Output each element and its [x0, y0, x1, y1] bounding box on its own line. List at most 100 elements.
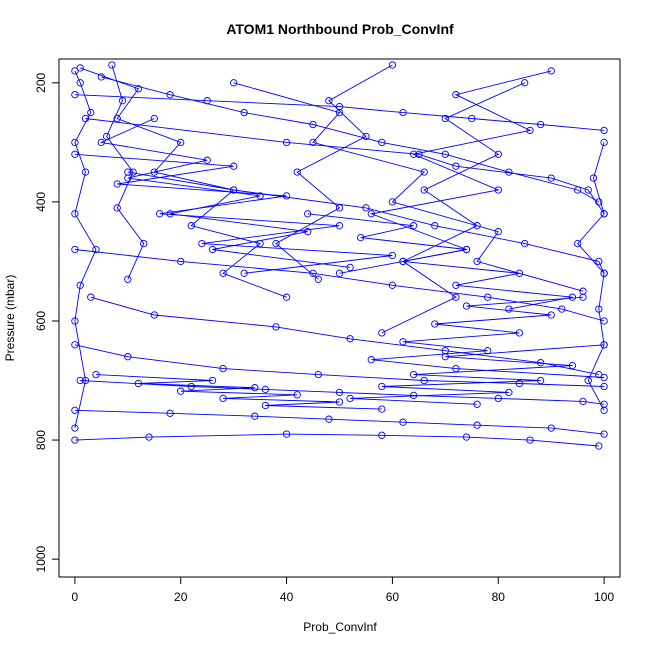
- data-point: [547, 424, 555, 432]
- data-point: [187, 222, 195, 230]
- data-point: [409, 370, 418, 379]
- y-tick-label: 800: [34, 430, 48, 450]
- series-line-4: [74, 94, 605, 131]
- data-point: [547, 311, 555, 319]
- series-line-10: [80, 380, 605, 405]
- data-point: [388, 198, 397, 206]
- data-point: [600, 269, 608, 277]
- y-tick-label: 1000: [34, 545, 48, 572]
- data-point: [452, 91, 460, 99]
- data-point: [177, 138, 185, 147]
- data-point: [494, 186, 502, 194]
- data-point: [574, 186, 582, 194]
- x-tick-label: 100: [594, 590, 614, 604]
- x-tick-label: 20: [174, 590, 188, 604]
- data-point: [415, 150, 423, 158]
- data-point: [140, 239, 148, 248]
- data-point: [595, 257, 603, 266]
- series-line-23: [99, 118, 351, 268]
- data-point: [155, 210, 164, 218]
- data-point: [113, 204, 121, 212]
- x-tick-label: 40: [280, 590, 294, 604]
- data-point: [325, 97, 333, 105]
- series-line-8: [90, 296, 599, 376]
- data-point: [462, 302, 471, 310]
- data-point: [409, 391, 418, 400]
- series-line-21: [95, 374, 382, 410]
- series-line-6: [127, 171, 605, 274]
- data-point: [81, 376, 90, 385]
- plot-frame: [58, 58, 621, 578]
- data-point: [441, 353, 449, 361]
- data-point: [293, 391, 301, 399]
- data-point: [71, 138, 79, 147]
- series-line-15: [275, 64, 393, 280]
- data-point: [71, 424, 79, 432]
- data-point: [87, 293, 95, 301]
- data-point: [515, 269, 524, 277]
- data-point: [124, 275, 132, 283]
- data-point: [346, 263, 354, 272]
- series-line-12: [74, 433, 599, 447]
- data-point: [177, 257, 185, 266]
- data-point: [505, 168, 513, 176]
- data-point: [378, 329, 386, 337]
- data-point: [134, 379, 143, 388]
- data-point: [600, 382, 608, 391]
- data-point: [494, 150, 502, 158]
- data-point: [76, 79, 84, 87]
- data-point: [547, 67, 555, 75]
- data-point: [568, 361, 577, 370]
- data-point: [452, 162, 460, 170]
- x-axis-label: Prob_ConvInf: [303, 620, 377, 634]
- data-point: [399, 108, 407, 117]
- data-point: [468, 114, 476, 123]
- data-point: [118, 97, 127, 105]
- data-point: [230, 79, 238, 87]
- data-point: [600, 138, 608, 147]
- data-point: [515, 379, 524, 388]
- data-point: [129, 168, 137, 176]
- data-point: [208, 245, 217, 254]
- data-point: [219, 364, 227, 373]
- data-point: [600, 341, 608, 349]
- data-point: [309, 138, 317, 147]
- data-point: [240, 108, 248, 117]
- series-line-7: [74, 249, 605, 322]
- data-point: [595, 442, 603, 450]
- data-point: [293, 168, 301, 176]
- data-point: [92, 370, 100, 379]
- data-point: [76, 376, 84, 385]
- data-point: [521, 79, 529, 87]
- series-line-22: [371, 296, 605, 378]
- data-point: [282, 138, 291, 147]
- data-point: [357, 233, 365, 242]
- data-point: [420, 186, 428, 194]
- data-point: [71, 406, 79, 414]
- data-point: [579, 293, 587, 301]
- data-point: [304, 228, 312, 236]
- data-point: [536, 120, 545, 129]
- data-point: [71, 91, 79, 99]
- data-point: [198, 239, 206, 248]
- data-point: [600, 406, 608, 414]
- data-point: [367, 210, 375, 218]
- data-point: [399, 257, 407, 266]
- data-point: [595, 305, 603, 313]
- data-point: [166, 210, 174, 218]
- data-point: [399, 338, 407, 346]
- data-point: [409, 150, 418, 158]
- data-point: [314, 275, 322, 283]
- data-point: [441, 114, 449, 123]
- data-point: [71, 210, 79, 218]
- data-point: [230, 162, 238, 170]
- data-point: [388, 281, 397, 289]
- chart-title: ATOM1 Northbound Prob_ConvInf: [226, 21, 454, 37]
- data-point: [150, 114, 158, 123]
- data-point: [441, 150, 449, 158]
- data-point: [335, 204, 344, 212]
- data-point: [187, 382, 195, 391]
- data-point: [314, 370, 322, 379]
- series-line-24: [307, 213, 573, 310]
